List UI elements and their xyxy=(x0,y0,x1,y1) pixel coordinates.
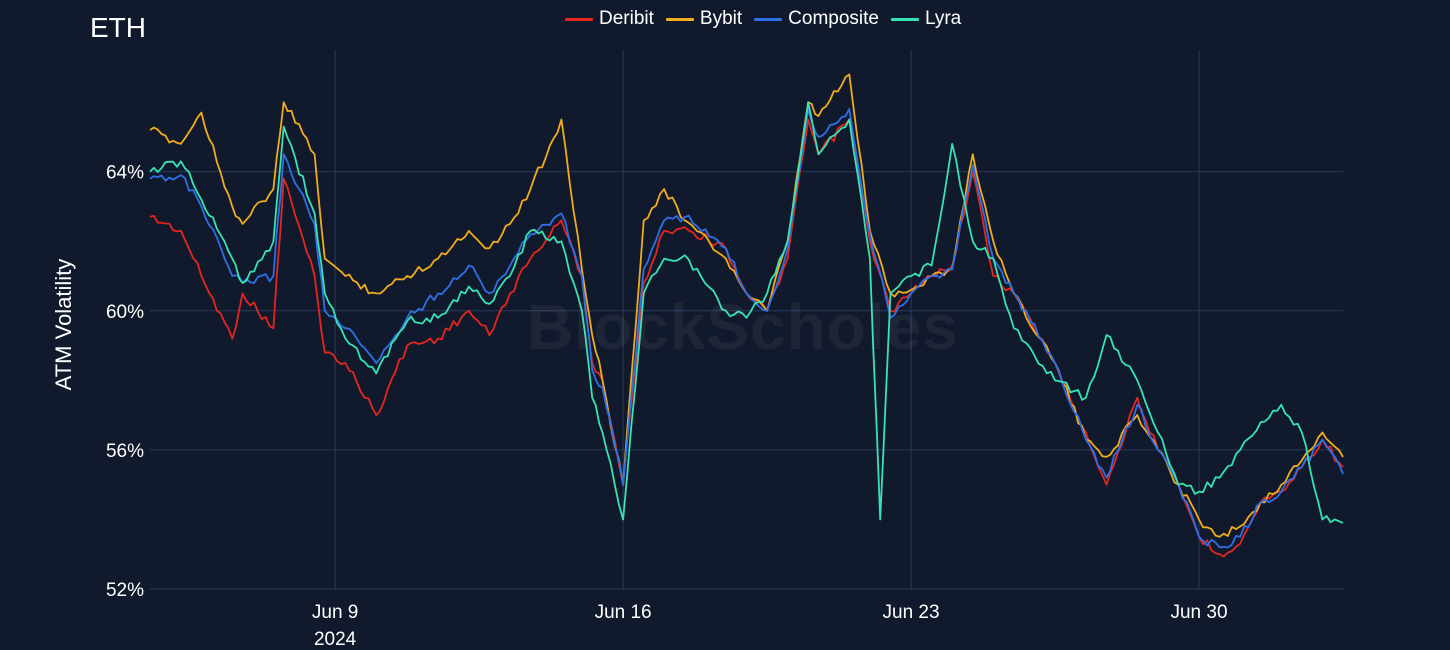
series-line-composite xyxy=(149,108,1344,549)
legend-item-bybit[interactable]: Bybit xyxy=(665,8,743,30)
x-tick-label: Jun 16 xyxy=(595,602,652,623)
legend: Deribit Bybit Composite Lyra xyxy=(565,8,961,30)
legend-item-composite[interactable]: Composite xyxy=(754,8,879,30)
legend-swatch-lyra xyxy=(890,17,919,21)
y-axis-title: ATM Volatility xyxy=(51,259,76,391)
y-tick-label: 64% xyxy=(106,163,144,184)
legend-item-deribit[interactable]: Deribit xyxy=(565,8,654,30)
axis-layer: 52% 56% 60% 64% Jun 9 2024 Jun 16 Jun 23 Jun 30 A… xyxy=(51,163,1228,650)
legend-swatch-bybit xyxy=(665,17,694,21)
legend-label-composite: Composite xyxy=(788,8,879,29)
y-tick-label: 52% xyxy=(106,580,144,601)
y-tick-label: 60% xyxy=(106,302,144,323)
y-tick-label: 56% xyxy=(106,441,144,462)
grid-layer xyxy=(150,50,1343,590)
x-tick-label: Jun 9 xyxy=(312,602,358,623)
series-line-lyra xyxy=(149,101,1344,524)
series-line-bybit xyxy=(149,73,1344,538)
legend-label-bybit: Bybit xyxy=(699,8,743,29)
legend-item-lyra[interactable]: Lyra xyxy=(890,8,962,30)
legend-swatch-composite xyxy=(754,17,783,21)
chart-title: ETH xyxy=(90,12,146,43)
legend-label-lyra: Lyra xyxy=(924,8,962,29)
x-tick-label: Jun 23 xyxy=(883,602,940,623)
x-tick-label: Jun 30 xyxy=(1170,602,1227,623)
x-tick-sublabel: 2024 xyxy=(314,629,357,650)
legend-swatch-deribit xyxy=(565,17,593,21)
legend-label-deribit: Deribit xyxy=(599,8,654,29)
series-layer xyxy=(149,73,1344,558)
watermark-logo: BlockScholes xyxy=(527,291,959,363)
